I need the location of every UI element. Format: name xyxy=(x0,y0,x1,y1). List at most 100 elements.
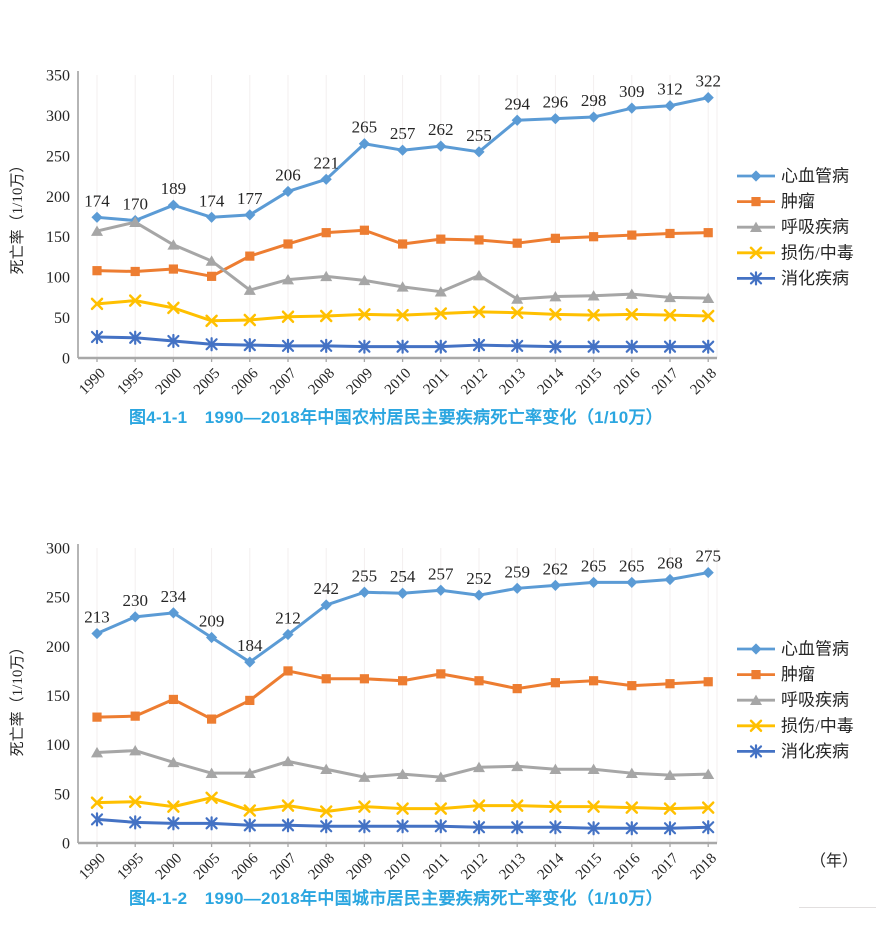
data-point-marker-diamond xyxy=(358,138,370,150)
data-label: 189 xyxy=(161,179,187,198)
data-point-marker-triangle xyxy=(205,255,218,266)
legend-label: 心血管病 xyxy=(781,167,849,186)
data-point-marker-triangle xyxy=(205,767,218,778)
data-point-marker-asterisk xyxy=(702,820,715,835)
data-point-marker-diamond xyxy=(511,582,523,594)
data-point-marker-diamond xyxy=(473,589,485,601)
data-point-marker-square xyxy=(245,695,255,706)
x-tick-label: 2017 xyxy=(649,850,682,883)
data-label: 242 xyxy=(313,579,339,598)
data-point-marker-square xyxy=(398,239,408,249)
data-point-marker-asterisk xyxy=(205,337,218,352)
data-point-marker-x-stroke xyxy=(663,802,677,815)
data-point-marker-x-stroke xyxy=(587,308,600,322)
data-label: 265 xyxy=(352,118,378,137)
y-tick-label: 300 xyxy=(46,541,70,558)
data-point-marker-x xyxy=(167,800,180,813)
y-tick-label: 100 xyxy=(46,737,70,754)
y-axis-title: 死亡率（1/10万） xyxy=(9,640,26,757)
data-point-marker-triangle xyxy=(434,286,447,297)
data-point-marker-x xyxy=(625,308,639,321)
x-unit-label: （年） xyxy=(810,852,858,870)
data-point-marker-asterisk-stroke xyxy=(472,821,486,834)
y-tick-label: 0 xyxy=(62,351,70,368)
x-tick-label: 2009 xyxy=(344,851,377,884)
x-tick-label: 2010 xyxy=(382,366,415,399)
legend-marker xyxy=(749,246,763,260)
data-point-marker-triangle xyxy=(434,771,447,782)
data-point-marker-diamond xyxy=(320,173,332,185)
y-tick-label: 300 xyxy=(46,108,70,125)
data-point-marker-square xyxy=(550,233,560,243)
data-point-marker-x-stroke xyxy=(396,308,409,322)
data-label: 184 xyxy=(237,636,263,655)
data-point-marker-triangle xyxy=(664,291,676,303)
urban-chart-canvas: 0 50 100 150 200 250 300 死亡率（1/10万） 1990 1995 2000… xyxy=(9,541,858,884)
data-label: 255 xyxy=(352,566,378,585)
data-label: 206 xyxy=(275,165,301,184)
data-point-marker-triangle xyxy=(91,746,103,758)
data-point-marker-triangle xyxy=(243,284,256,295)
data-point-marker-asterisk-stroke xyxy=(396,340,409,353)
data-point-marker-diamond xyxy=(206,631,218,644)
data-point-marker-asterisk-stroke xyxy=(320,339,333,352)
data-point-marker-asterisk-stroke xyxy=(472,338,486,352)
data-point-marker-diamond xyxy=(397,587,409,599)
data-point-marker-square xyxy=(245,251,255,261)
data-point-marker-x-stroke xyxy=(128,795,142,808)
x-tick-label: 2012 xyxy=(458,366,491,399)
data-point-marker-asterisk xyxy=(320,819,333,834)
data-point-marker-triangle xyxy=(320,763,333,775)
data-point-marker-square xyxy=(474,235,484,245)
data-point-marker-asterisk-stroke xyxy=(205,338,218,351)
x-tick-label: 2011 xyxy=(420,851,452,883)
x-tick-label: 1990 xyxy=(76,851,109,884)
data-point-marker-x-stroke xyxy=(472,305,486,319)
data-point-marker-diamond xyxy=(244,209,256,221)
x-tick-label: 2000 xyxy=(153,366,186,399)
data-point-marker-x-stroke xyxy=(128,294,142,307)
data-point-marker-asterisk-stroke xyxy=(625,340,638,353)
data-point-marker-diamond xyxy=(626,576,638,589)
x-tick-label: 2013 xyxy=(497,851,530,884)
legend-marker xyxy=(749,744,763,759)
data-point-marker-x-stroke xyxy=(205,314,218,328)
data-point-marker-diamond xyxy=(588,111,600,123)
data-point-marker-asterisk-stroke xyxy=(511,821,524,834)
data-point-marker-asterisk xyxy=(281,338,295,353)
data-point-marker-diamond xyxy=(435,140,447,152)
data-point-marker-asterisk-stroke xyxy=(90,813,104,826)
x-tick-label: 2013 xyxy=(497,366,530,399)
data-point-marker-x xyxy=(434,307,448,320)
data-point-marker-square xyxy=(550,678,560,688)
data-point-marker-square xyxy=(703,677,713,687)
data-label: 262 xyxy=(543,559,569,578)
data-point-marker-square xyxy=(283,239,293,249)
legend-marker-stroke xyxy=(749,719,763,733)
y-tick-label: 50 xyxy=(54,310,70,327)
x-tick-label: 2005 xyxy=(191,851,224,884)
data-point-marker-x-stroke xyxy=(243,313,257,327)
data-label: 259 xyxy=(504,562,530,581)
data-point-marker-asterisk xyxy=(434,339,447,354)
data-point-marker-x xyxy=(167,301,180,315)
data-point-marker-square xyxy=(703,228,713,238)
data-point-marker-square xyxy=(92,266,102,276)
data-point-marker-x xyxy=(358,308,371,321)
data-label: 265 xyxy=(619,556,645,575)
y-tick-label: 150 xyxy=(46,229,70,246)
data-point-marker-x xyxy=(281,799,295,812)
data-point-marker-square xyxy=(665,228,675,239)
y-tick-label: 0 xyxy=(62,836,70,853)
data-point-marker-x xyxy=(90,796,104,809)
data-point-marker-x xyxy=(663,802,677,815)
data-point-marker-asterisk xyxy=(549,339,562,354)
data-point-marker-square xyxy=(130,711,140,721)
data-point-marker-asterisk-stroke xyxy=(129,331,142,344)
data-label: 255 xyxy=(466,126,492,145)
x-tick-label: 1995 xyxy=(115,851,148,884)
legend-marker xyxy=(750,170,762,182)
data-point-marker-asterisk-stroke xyxy=(625,822,638,835)
data-label: 212 xyxy=(275,609,301,628)
x-tick-label: 2007 xyxy=(267,365,300,398)
